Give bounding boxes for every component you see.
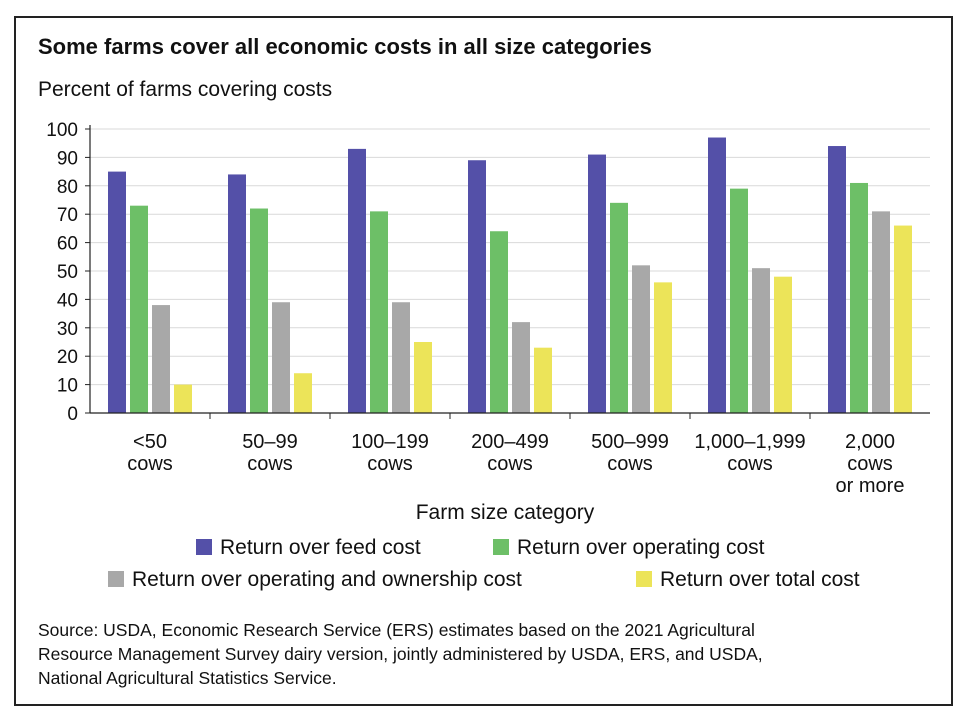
y-tick-label: 90 — [57, 148, 78, 169]
bar-return-over-total-cost — [774, 276, 792, 413]
y-tick-label: 10 — [57, 376, 78, 397]
bar-return-over-operating-cost — [730, 188, 748, 413]
y-tick-label: 0 — [67, 404, 78, 425]
bar-return-over-feed-cost — [828, 146, 846, 414]
x-category-label: 100–199 — [351, 431, 429, 453]
bar-return-over-operating-and-ownership-cost — [152, 305, 170, 413]
x-category-label: cows — [127, 453, 173, 475]
bar-return-over-feed-cost — [588, 154, 606, 413]
gridlines — [90, 128, 930, 386]
x-axis-ticks — [209, 413, 811, 419]
x-category-label: 200–499 — [471, 431, 549, 453]
source-note: Source: USDA, Economic Research Service … — [38, 620, 763, 688]
chart-title: Some farms cover all economic costs in a… — [38, 34, 652, 59]
bar-return-over-operating-and-ownership-cost — [872, 211, 890, 413]
legend-swatch — [196, 539, 212, 555]
bars — [108, 137, 912, 414]
bar-return-over-operating-and-ownership-cost — [632, 265, 650, 413]
bar-return-over-feed-cost — [108, 171, 126, 413]
y-tick-label: 100 — [46, 120, 78, 141]
bar-return-over-total-cost — [654, 282, 672, 413]
x-category-label: cows — [727, 453, 773, 475]
legend: Return over feed cost Return over operati… — [108, 536, 860, 591]
bar-return-over-operating-and-ownership-cost — [752, 268, 770, 413]
y-tick-label: 30 — [57, 319, 78, 340]
bar-return-over-operating-and-ownership-cost — [272, 302, 290, 413]
x-category-label: or more — [836, 475, 905, 497]
bar-return-over-feed-cost — [468, 160, 486, 413]
x-category-label: 1,000–1,999 — [694, 431, 805, 453]
bar-return-over-feed-cost — [228, 174, 246, 413]
bar-return-over-total-cost — [174, 384, 192, 413]
y-axis-ticks: 0 10 20 30 40 50 60 70 80 90 100 — [46, 120, 90, 425]
y-tick-label: 80 — [57, 177, 78, 198]
x-category-label: cows — [607, 453, 653, 475]
legend-label: Return over operating and ownership cost — [132, 568, 522, 591]
chart-subtitle: Percent of farms covering costs — [38, 78, 333, 101]
bar-return-over-operating-and-ownership-cost — [512, 322, 530, 413]
bar-return-over-operating-cost — [610, 202, 628, 413]
legend-swatch — [493, 539, 509, 555]
x-category-label: 50–99 — [242, 431, 298, 453]
chart-frame — [14, 16, 953, 706]
bar-return-over-feed-cost — [348, 148, 366, 413]
bar-return-over-operating-cost — [370, 211, 388, 413]
bar-return-over-total-cost — [294, 373, 312, 413]
bar-return-over-total-cost — [894, 225, 912, 413]
x-category-label: 500–999 — [591, 431, 669, 453]
legend-swatch — [108, 571, 124, 587]
bar-return-over-operating-cost — [490, 231, 508, 413]
x-category-label: cows — [487, 453, 533, 475]
x-category-label: cows — [247, 453, 293, 475]
bar-return-over-operating-cost — [850, 182, 868, 413]
bar-return-over-operating-cost — [250, 208, 268, 413]
bar-return-over-operating-cost — [130, 205, 148, 413]
bar-return-over-total-cost — [414, 342, 432, 413]
y-tick-label: 60 — [57, 234, 78, 255]
legend-label: Return over operating cost — [517, 536, 765, 559]
x-axis-category-labels: <50cows50–99cows100–199cows200–499cows50… — [127, 431, 904, 497]
y-tick-label: 50 — [57, 262, 78, 283]
bar-return-over-operating-and-ownership-cost — [392, 302, 410, 413]
bar-return-over-total-cost — [534, 347, 552, 413]
legend-swatch — [636, 571, 652, 587]
x-category-label: cows — [847, 453, 893, 475]
y-tick-label: 40 — [57, 290, 78, 311]
legend-label: Return over total cost — [660, 568, 860, 591]
x-axis-title: Farm size category — [416, 501, 595, 524]
x-category-label: <50 — [133, 431, 167, 453]
x-category-label: cows — [367, 453, 413, 475]
x-category-label: 2,000 — [845, 431, 895, 453]
legend-label: Return over feed cost — [220, 536, 421, 559]
y-tick-label: 20 — [57, 347, 78, 368]
bar-return-over-feed-cost — [708, 137, 726, 413]
y-tick-label: 70 — [57, 205, 78, 226]
